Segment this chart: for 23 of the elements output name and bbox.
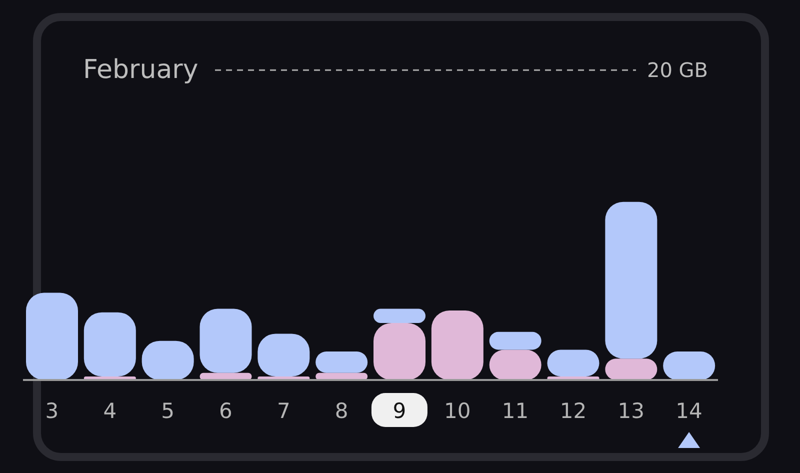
bar bbox=[374, 323, 426, 380]
bar bbox=[605, 202, 658, 359]
x-tick-label: 14 bbox=[676, 399, 702, 423]
x-tick-label: 3 bbox=[45, 399, 59, 423]
x-tick-label: 12 bbox=[560, 399, 587, 423]
bar bbox=[200, 308, 252, 373]
x-tick-label: 13 bbox=[618, 399, 644, 423]
bar bbox=[316, 352, 368, 373]
x-tick-label: 11 bbox=[502, 399, 529, 423]
x-tick-label: 8 bbox=[334, 399, 348, 423]
bar bbox=[374, 308, 426, 323]
x-tick-label: 7 bbox=[276, 399, 290, 423]
x-tick-label: 5 bbox=[161, 399, 174, 423]
bar bbox=[431, 310, 484, 380]
x-tick-label: 4 bbox=[103, 399, 117, 423]
x-tick-label: 10 bbox=[444, 399, 471, 423]
chart-title: February bbox=[83, 55, 198, 86]
bar bbox=[26, 292, 78, 380]
x-tick-label: 6 bbox=[219, 399, 232, 423]
x-tick-label: 9 bbox=[392, 399, 406, 423]
ref-line-label: 20 GB bbox=[646, 58, 708, 82]
bar bbox=[489, 332, 542, 350]
bar bbox=[84, 312, 136, 376]
